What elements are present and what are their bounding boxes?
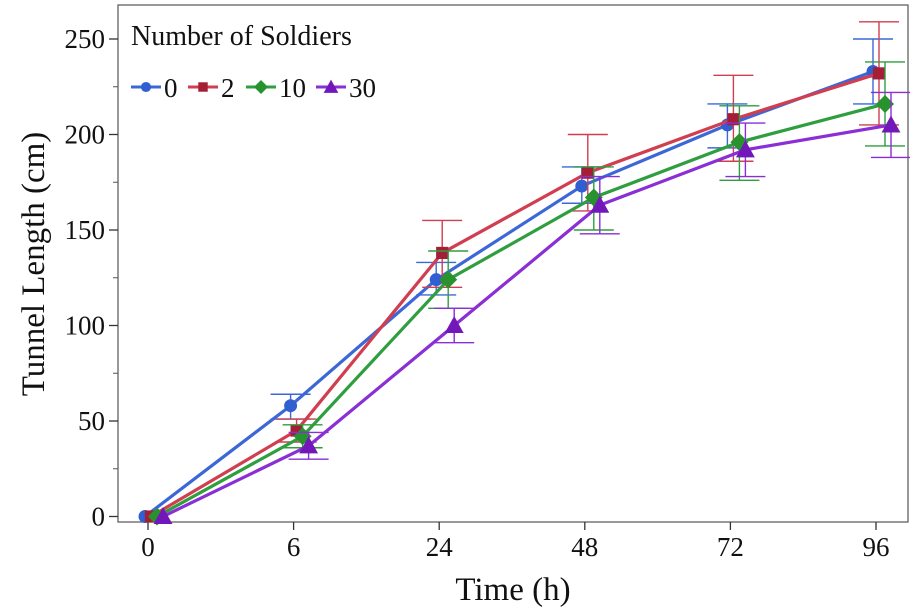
x-axis-title: Time (h) [455,572,570,608]
data-point [872,67,886,80]
series-layer [138,21,910,526]
data-point [429,273,443,287]
series-line [156,102,886,518]
data-point [881,115,901,133]
x-tick-label: 96 [863,532,890,562]
y-axis-title: Tunnel Length (cm) [16,132,52,397]
data-point [254,80,268,94]
data-point [575,179,589,193]
data-point [323,79,339,93]
legend-item-0: 0 [131,73,178,103]
x-tick-label: 0 [141,532,155,562]
series-30 [153,91,910,525]
legend-title: Number of Soldiers [131,21,352,52]
y-tick-label: 250 [65,24,106,54]
data-point [284,399,298,413]
data-point [436,246,449,259]
y-tick-label: 100 [65,311,106,341]
data-point [590,195,610,213]
data-point [735,140,755,158]
y-tick-label: 0 [92,502,106,532]
x-tick-label: 24 [426,532,454,562]
legend-items: 0 2 10 30 [131,73,376,103]
series-0 [138,38,893,523]
series-10 [148,61,905,526]
y-tick-label: 50 [78,406,105,436]
data-point [299,436,319,454]
series-line [150,71,880,518]
data-point [198,82,208,92]
y-tick-label: 200 [65,120,106,150]
legend-item-2: 2 [188,73,235,103]
data-point [140,81,152,93]
legend-label: 0 [164,73,178,103]
x-axis: 0 6 24 48 72 96 [141,522,890,562]
data-point [581,166,594,179]
series-line [162,123,892,518]
x-tick-label: 6 [287,532,301,562]
x-tick-label: 72 [717,532,744,562]
series-line [144,69,874,518]
data-point [439,270,458,289]
x-tick-label: 48 [571,532,598,562]
y-tick-label: 150 [65,215,106,245]
data-point [153,507,173,525]
data-point [727,113,740,126]
legend-label: 2 [221,73,235,103]
legend-label: 10 [279,73,306,103]
series-2 [144,21,899,523]
legend-item-30: 30 [316,73,376,103]
plot-frame [117,4,909,523]
legend-item-10: 10 [246,73,306,103]
data-point [444,316,464,334]
legend-label: 30 [349,73,376,103]
legend: Number of Soldiers 0 2 10 30 [131,21,376,103]
data-point [876,94,894,113]
y-axis: 0 50 100 150 200 250 [65,24,118,532]
